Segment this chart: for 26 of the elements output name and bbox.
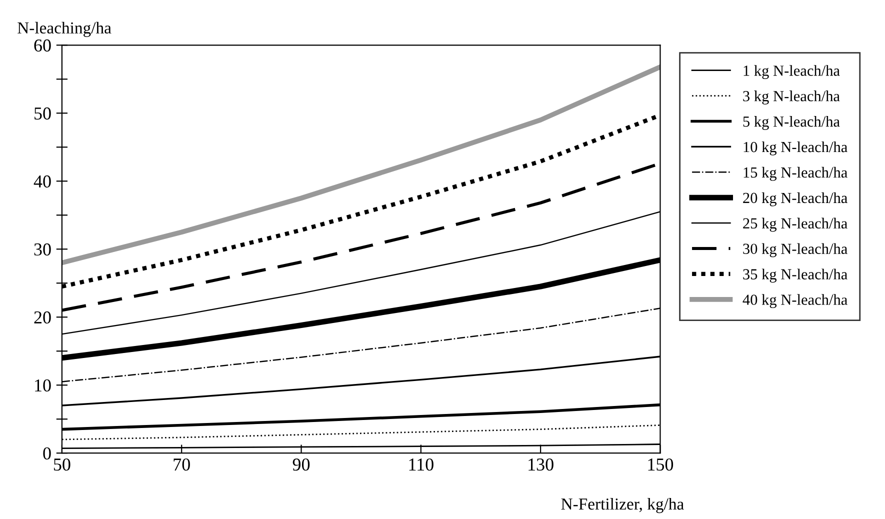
legend-label: 3 kg N-leach/ha [743,90,840,104]
y-tick-label: 50 [34,107,51,120]
legend-label: 10 kg N-leach/ha [744,141,848,156]
legend-label: 1 kg N-leach/ha [744,65,840,80]
x-tick-label: 130 [528,458,554,471]
y-tick-label: 40 [34,175,51,188]
legend-label: 20 kg N-leach/ha [743,192,848,206]
y-tick-label: 10 [35,379,51,392]
x-tick-label: 150 [648,458,674,471]
y-tick-label: 30 [34,243,51,256]
y-axis-title: N-leaching/ha [18,22,112,37]
x-tick-label: 70 [174,458,190,471]
y-tick-label: 0 [43,447,51,460]
legend-label: 35 kg N-leach/ha [743,268,848,283]
y-tick-label: 60 [34,39,51,52]
x-tick-label: 110 [409,458,434,471]
x-axis-title: N-Fertilizer, kg/ha [561,498,684,514]
y-tick-label: 20 [34,311,51,324]
legend-label: 25 kg N-leach/ha [743,218,848,232]
x-tick-label: 50 [54,458,70,471]
legend-label: 5 kg N-leach/ha [743,116,840,130]
x-tick-label: 90 [292,458,310,471]
legend-label: 15 kg N-leach/ha [744,166,848,181]
legend-label: 40 kg N-leach/ha [742,294,848,308]
line-series [62,64,660,266]
legend-label: 30 kg N-leach/ha [743,243,848,258]
